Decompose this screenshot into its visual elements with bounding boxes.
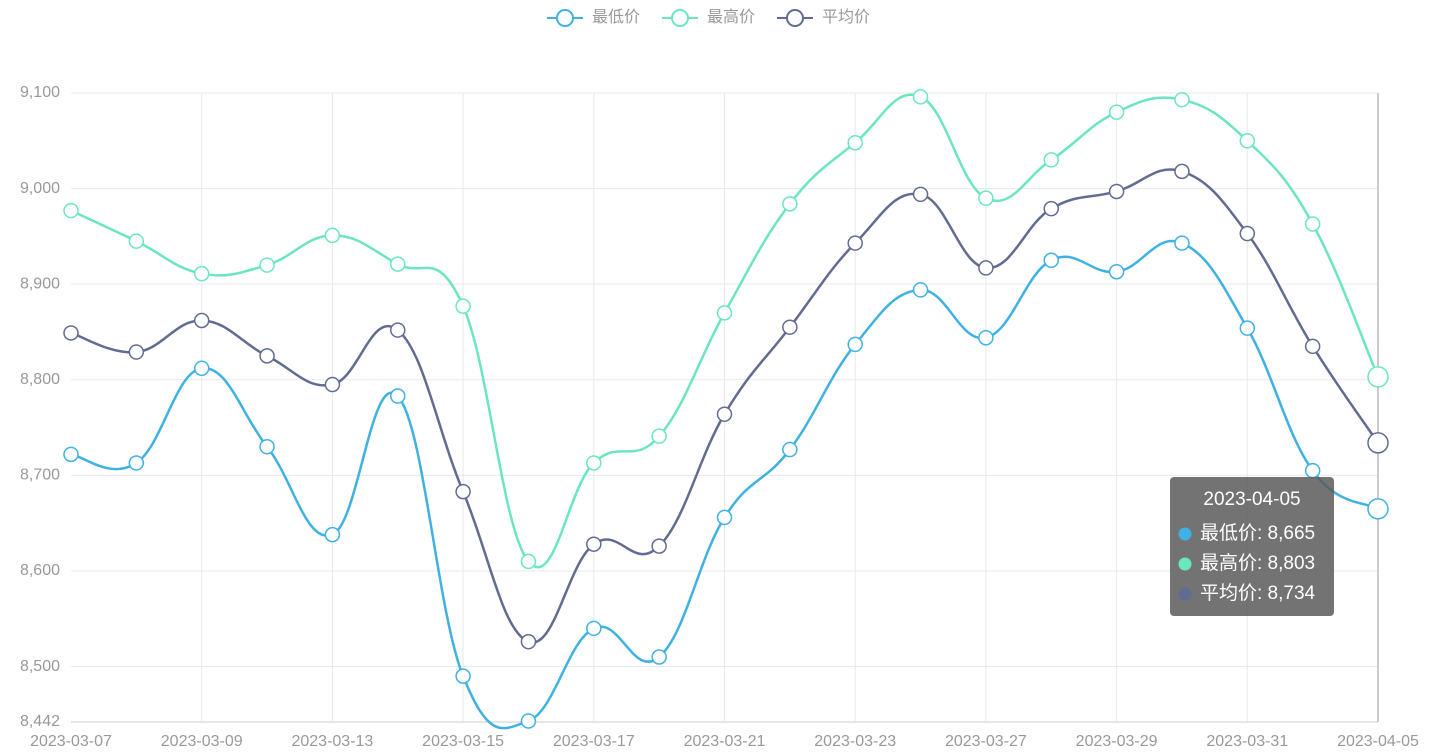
data-point <box>1239 225 1256 242</box>
series-line <box>70 239 1379 730</box>
data-point <box>1367 498 1389 520</box>
data-point <box>1367 432 1389 454</box>
data-point <box>716 406 733 422</box>
legend-icon <box>671 9 689 27</box>
x-tick-label: 2023-03-23 <box>814 733 896 750</box>
legend-label: 最高价 <box>707 8 755 26</box>
x-tick-label: 2023-03-31 <box>1206 733 1288 750</box>
data-point <box>912 89 929 105</box>
data-point <box>978 190 994 206</box>
data-point <box>1174 235 1190 251</box>
data-point <box>651 428 667 444</box>
tooltip-box <box>1170 477 1334 616</box>
data-point <box>259 257 275 273</box>
data-point <box>847 336 863 353</box>
data-point <box>1239 320 1256 336</box>
x-tick-label: 2023-03-27 <box>945 733 1027 750</box>
data-point <box>912 186 929 203</box>
data-point <box>1108 104 1125 120</box>
y-tick-label: 9,000 <box>20 180 60 197</box>
x-tick-label: 2023-03-09 <box>161 733 243 750</box>
data-point <box>128 455 145 471</box>
data-point <box>586 455 602 471</box>
data-point <box>1239 133 1256 149</box>
data-point <box>1304 216 1321 232</box>
data-point <box>978 329 994 346</box>
x-tick-label: 2023-03-17 <box>553 733 635 750</box>
data-point <box>1043 252 1059 269</box>
y-tick-label: 8,600 <box>20 562 60 579</box>
legend-icon <box>556 9 574 27</box>
tooltip-item: 最低价: 8,665 <box>1200 522 1315 544</box>
tooltip-dot <box>1178 557 1192 571</box>
data-point <box>1043 152 1059 168</box>
data-point <box>978 260 994 276</box>
y-tick-label: 8,700 <box>20 467 60 484</box>
tooltip-item: 平均价: 8,734 <box>1200 582 1316 604</box>
x-tick-label: 2023-03-13 <box>291 733 373 750</box>
x-tick-label: 2023-03-21 <box>684 733 766 750</box>
tooltip-title: 2023-04-05 <box>1203 489 1300 510</box>
data-point <box>128 344 145 360</box>
data-point <box>520 713 537 729</box>
data-point <box>324 227 341 244</box>
x-tick-label: 2023-03-29 <box>1076 733 1158 750</box>
data-point <box>390 256 406 272</box>
data-point <box>63 446 79 463</box>
y-tick-label: 8,500 <box>20 658 60 675</box>
data-point <box>63 325 79 341</box>
x-tick-label: 2023-04-05 <box>1337 733 1419 750</box>
data-point <box>128 233 145 249</box>
data-point <box>782 441 798 458</box>
data-point <box>1367 366 1389 388</box>
data-point <box>716 305 733 321</box>
data-point <box>586 620 602 637</box>
legend-icon <box>786 9 804 27</box>
y-tick-label: 9,100 <box>20 84 60 101</box>
data-point <box>455 298 471 314</box>
data-point <box>520 553 537 570</box>
data-point <box>390 388 406 404</box>
data-point <box>63 202 79 219</box>
tooltip-item: 最高价: 8,803 <box>1200 552 1315 574</box>
data-point <box>847 134 863 151</box>
legend-label: 平均价 <box>822 8 870 26</box>
data-point <box>651 649 667 665</box>
y-tick-label: 8,800 <box>20 371 60 388</box>
data-point <box>1304 462 1321 479</box>
x-tick-label: 2023-03-07 <box>30 733 112 750</box>
data-point <box>586 536 602 552</box>
data-point <box>193 360 210 377</box>
data-point <box>259 438 275 455</box>
data-point <box>782 196 798 212</box>
data-point <box>1174 91 1190 108</box>
tooltip-dot <box>1178 527 1192 541</box>
y-tick-label: 8,442 <box>20 713 60 730</box>
data-point <box>324 526 341 543</box>
data-point <box>193 265 210 282</box>
data-point <box>455 483 471 500</box>
data-point <box>1108 183 1125 200</box>
data-point <box>455 668 471 684</box>
tooltip-dot <box>1178 587 1192 601</box>
data-point <box>259 348 275 364</box>
data-point <box>782 319 798 335</box>
data-point <box>716 509 733 526</box>
data-point <box>324 376 341 393</box>
data-point <box>651 538 667 554</box>
data-point <box>193 312 210 329</box>
data-point <box>520 633 537 650</box>
data-point <box>1174 163 1190 180</box>
x-tick-label: 2023-03-15 <box>422 733 504 750</box>
legend-label: 最低价 <box>592 8 640 26</box>
tooltip: 2023-04-05 最低价: 8,665 最高价: 8,803 平均价: 8,734 <box>1170 477 1334 616</box>
data-point <box>847 235 863 251</box>
y-tick-label: 8,900 <box>20 275 60 292</box>
data-point <box>912 282 929 298</box>
data-point <box>390 322 406 338</box>
data-point <box>1043 200 1059 217</box>
data-point <box>1304 338 1321 355</box>
data-point <box>1108 264 1125 280</box>
